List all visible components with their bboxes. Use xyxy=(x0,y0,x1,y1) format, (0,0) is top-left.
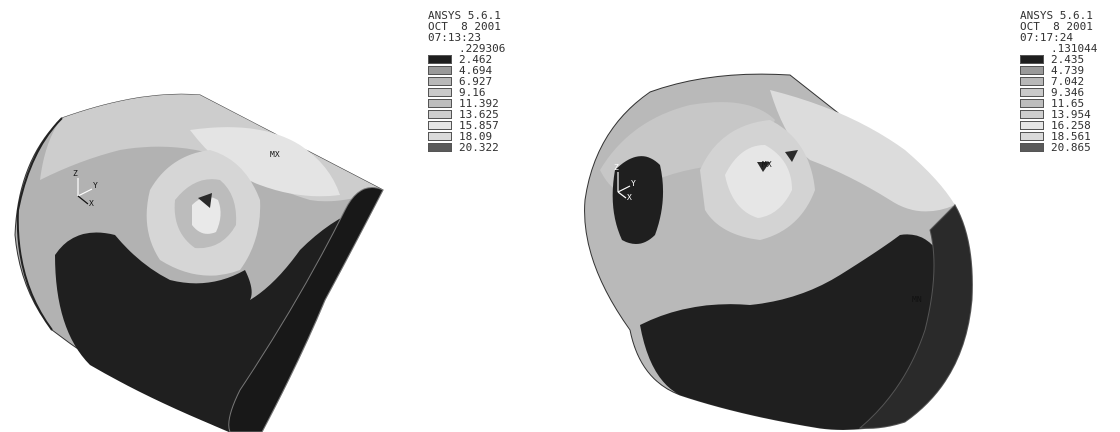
cylinder-end-rim xyxy=(228,187,384,432)
legend-label: 2.435 xyxy=(1051,53,1085,66)
legend-row: 4.739 xyxy=(1020,65,1097,76)
cylinder-model-left: Z Y X MX xyxy=(14,93,384,432)
legend-row: 2.462 xyxy=(428,54,505,65)
legend-swatch xyxy=(1020,55,1044,64)
legend-label: 2.462 xyxy=(459,53,493,66)
legend-swatch xyxy=(1020,66,1044,75)
legend-row: 15.857 xyxy=(428,120,505,131)
legend-label: 20.865 xyxy=(1051,141,1091,154)
legend-swatch xyxy=(1020,99,1044,108)
legend-swatch xyxy=(1020,110,1044,119)
contour-legend: ANSYS 5.6.1 OCT 8 2001 07:13:23 .229306 … xyxy=(428,10,505,153)
legend-label: 15.857 xyxy=(459,119,499,132)
legend-label: 7.042 xyxy=(1051,75,1085,88)
legend-swatch xyxy=(428,88,452,97)
legend-label: 13.625 xyxy=(459,108,499,121)
legend-label: 16.258 xyxy=(1051,119,1091,132)
legend-row: 18.561 xyxy=(1020,131,1097,142)
triad-y-label: Y xyxy=(631,179,636,188)
legend-label: 11.65 xyxy=(1051,97,1085,110)
legend-swatch xyxy=(428,55,452,64)
legend-label: 9.346 xyxy=(1051,86,1085,99)
legend-row: 7.042 xyxy=(1020,76,1097,87)
cylinder-back-rim xyxy=(16,117,63,331)
legend-min-value: .229306 xyxy=(459,42,506,55)
triad-z-label: Z xyxy=(614,163,619,172)
contour-hotspot xyxy=(757,162,770,172)
legend-row: 6.927 xyxy=(428,76,505,87)
legend-swatch xyxy=(1020,121,1044,130)
legend-label: 20.322 xyxy=(459,141,499,154)
legend-swatch xyxy=(1020,132,1044,141)
legend-row: 11.65 xyxy=(1020,98,1097,109)
contour-band-core xyxy=(192,196,221,234)
legend-swatch xyxy=(428,121,452,130)
legend-row: 4.694 xyxy=(428,65,505,76)
max-marker: MX xyxy=(270,150,280,159)
legend-row: 16.258 xyxy=(1020,120,1097,131)
legend-row: 18.09 xyxy=(428,131,505,142)
legend-label: 11.392 xyxy=(459,97,499,110)
legend-time: 07:17:24 xyxy=(1020,31,1073,44)
triad-x-label: X xyxy=(89,199,94,208)
legend-label: 4.694 xyxy=(459,64,493,77)
legend-date: OCT 8 2001 xyxy=(428,20,501,33)
contour-hotspot-2 xyxy=(785,150,798,162)
legend-row: 20.322 xyxy=(428,142,505,153)
legend-swatch xyxy=(428,77,452,86)
cylinder-model-right: Z Y X MX MN xyxy=(584,73,973,430)
legend-row: 13.954 xyxy=(1020,109,1097,120)
legend-label: 9.16 xyxy=(459,86,486,99)
legend-levels: 2.435 4.739 7.042 9.346 11.65 13.954 16.258 18.… xyxy=(1020,54,1097,153)
legend-row: 9.16 xyxy=(428,87,505,98)
contour-hotspot xyxy=(198,193,212,208)
triad-z-label: Z xyxy=(73,169,78,178)
legend-swatch xyxy=(428,132,452,141)
legend-swatch xyxy=(428,66,452,75)
legend-row: 9.346 xyxy=(1020,87,1097,98)
legend-swatch xyxy=(1020,77,1044,86)
legend-label: 6.927 xyxy=(459,75,493,88)
legend-row: 20.865 xyxy=(1020,142,1097,153)
max-marker: MX xyxy=(762,160,772,169)
legend-time: 07:13:23 xyxy=(428,31,481,44)
legend-label: 4.739 xyxy=(1051,64,1085,77)
legend-program: ANSYS 5.6.1 xyxy=(428,9,501,22)
contour-band-lighter xyxy=(190,127,340,197)
contour-band-lighter xyxy=(770,90,955,212)
contour-plot-left: Z Y X MX ANSYS 5.6.1 OCT 8 2001 07:13:23… xyxy=(14,10,505,432)
legend-label: 13.954 xyxy=(1051,108,1091,121)
legend-levels: 2.462 4.694 6.927 9.16 11.392 13.625 15.857 18.… xyxy=(428,54,505,153)
legend-row: 11.392 xyxy=(428,98,505,109)
legend-swatch xyxy=(428,99,452,108)
contour-band-inner xyxy=(725,145,792,218)
legend-label: 18.561 xyxy=(1051,130,1091,143)
legend-min-value: .131044 xyxy=(1051,42,1098,55)
legend-swatch xyxy=(428,143,452,152)
triad-y-label: Y xyxy=(93,181,98,190)
legend-row: 2.435 xyxy=(1020,54,1097,65)
legend-label: 18.09 xyxy=(459,130,493,143)
legend-swatch xyxy=(428,110,452,119)
legend-swatch xyxy=(1020,88,1044,97)
legend-program: ANSYS 5.6.1 xyxy=(1020,9,1093,22)
legend-date: OCT 8 2001 xyxy=(1020,20,1093,33)
contour-band-dark xyxy=(640,234,953,430)
min-marker: MN xyxy=(912,295,922,304)
cylinder-end-cap xyxy=(858,204,973,429)
contour-band-dark-spot xyxy=(612,156,664,244)
legend-row: 13.625 xyxy=(428,109,505,120)
legend-swatch xyxy=(1020,143,1044,152)
coordinate-triad: Z Y X xyxy=(73,169,98,208)
coordinate-triad: Z Y X xyxy=(614,163,636,202)
contour-legend: ANSYS 5.6.1 OCT 8 2001 07:17:24 .131044 … xyxy=(1020,10,1097,153)
contour-plot-right: Z Y X MX MN ANSYS 5.6.1 OCT 8 2001 07:17… xyxy=(560,0,1120,432)
triad-x-label: X xyxy=(627,193,632,202)
